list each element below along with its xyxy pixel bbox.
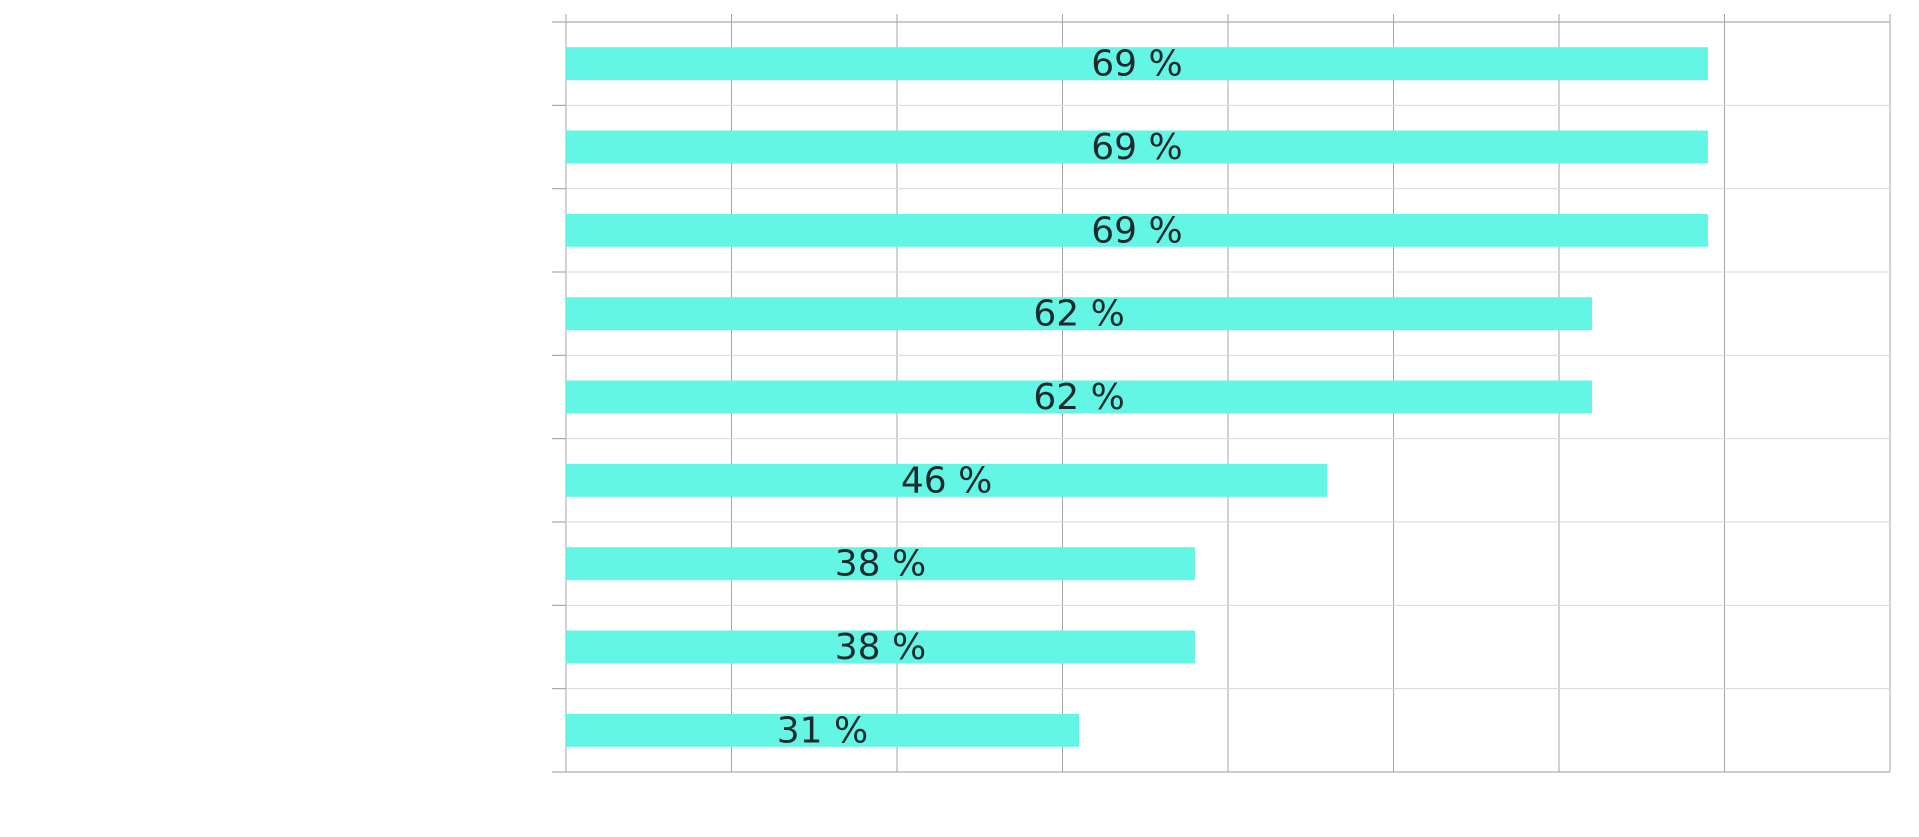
data-label: 38 % <box>835 544 926 585</box>
bar <box>566 547 1195 581</box>
bar <box>566 213 1708 247</box>
data-label: 62 % <box>1033 294 1124 335</box>
bar <box>566 630 1195 664</box>
bar <box>566 297 1593 331</box>
bar <box>566 130 1708 164</box>
data-label: 46 % <box>901 460 992 501</box>
data-label: 31 % <box>777 710 868 751</box>
bar-layer <box>566 47 1708 747</box>
data-label: 62 % <box>1033 377 1124 418</box>
bar <box>566 713 1080 747</box>
data-label: 69 % <box>1091 127 1182 168</box>
bar <box>566 380 1593 414</box>
bar <box>566 47 1708 81</box>
bar <box>566 463 1328 497</box>
data-label: 38 % <box>835 627 926 668</box>
data-label: 69 % <box>1091 44 1182 85</box>
label-layer: 69 % 69 % 69 % 62 % 62 % 46 % 38 % 38 % 31 % <box>777 44 1183 752</box>
data-label: 69 % <box>1091 210 1182 251</box>
